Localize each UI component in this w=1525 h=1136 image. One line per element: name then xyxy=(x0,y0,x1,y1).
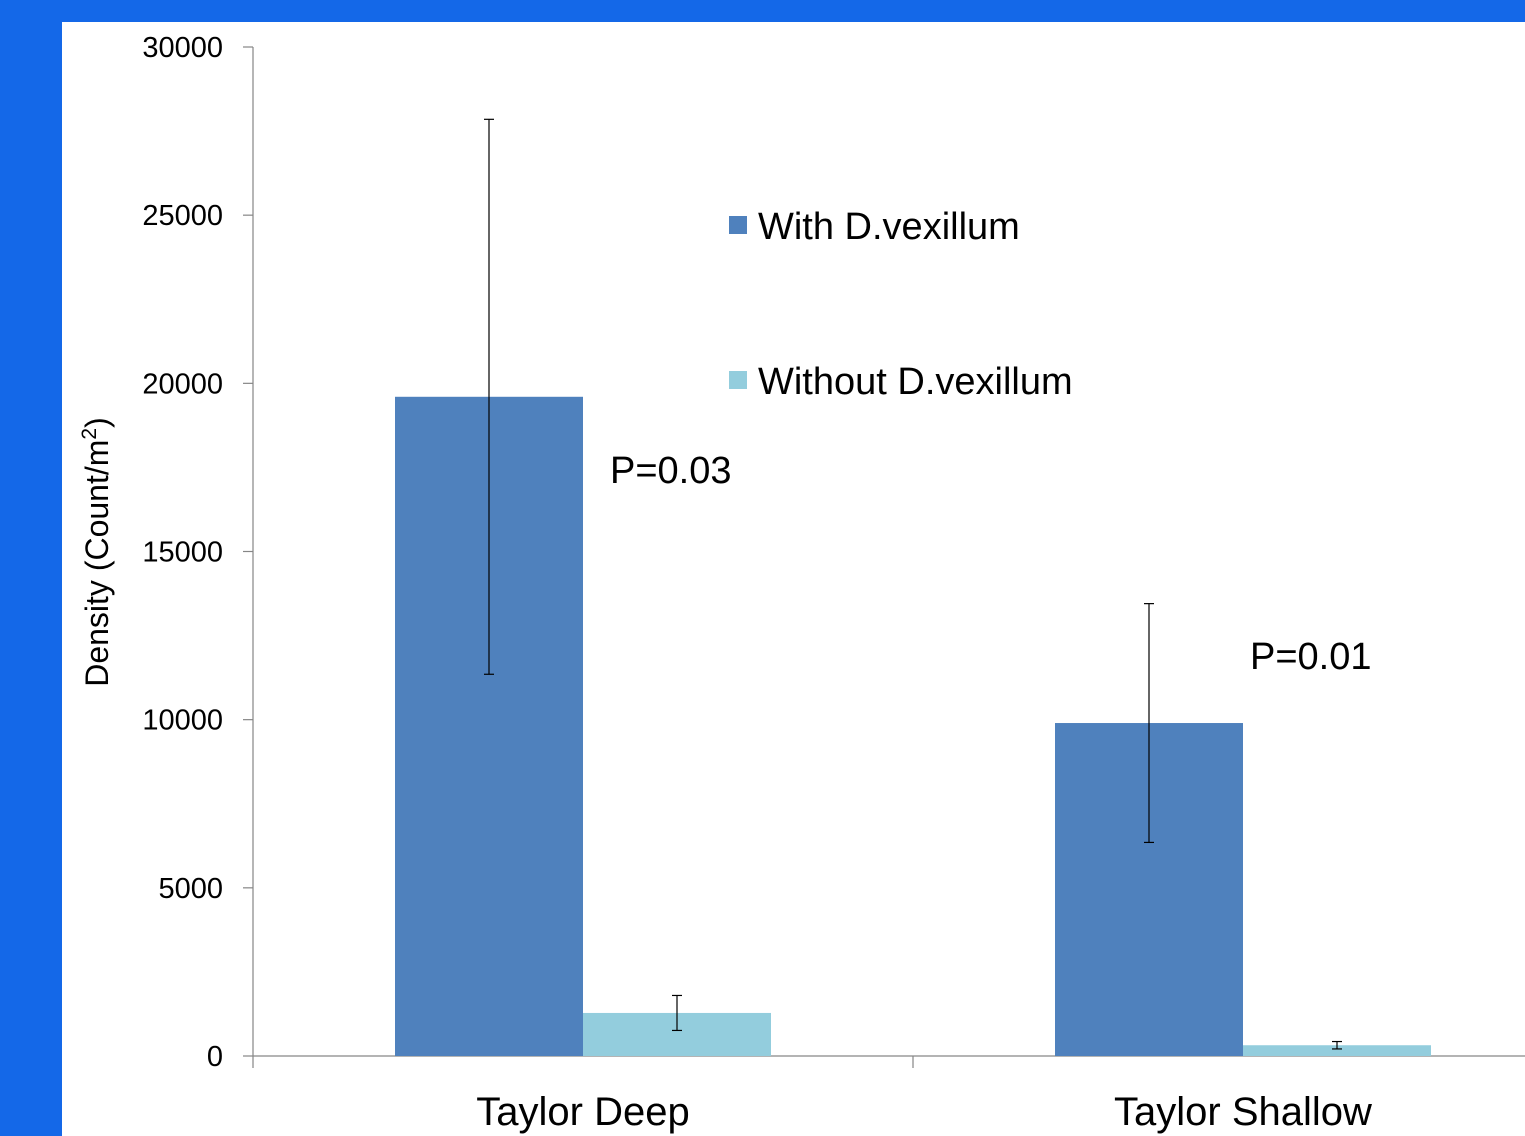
axes: 0 5000 10000 15000 20000 25000 30000 xyxy=(142,32,1525,1073)
legend: With D.vexillum Without D.vexillum xyxy=(729,206,1073,403)
error-bars xyxy=(484,118,1342,1050)
labels: Taylor Deep Taylor Shallow P=0.03 P=0.01 Den… xyxy=(78,417,1372,1134)
legend-swatch xyxy=(729,216,747,234)
y-tick-label: 20000 xyxy=(142,368,223,400)
x-category-label: Taylor Shallow xyxy=(1114,1090,1372,1134)
plot-panel xyxy=(62,22,1525,1136)
legend-label: With D.vexillum xyxy=(758,206,1020,248)
y-tick-label: 10000 xyxy=(142,705,223,737)
p-value-annotation: P=0.03 xyxy=(610,450,732,492)
y-axis-title: Density (Count/m2) xyxy=(78,417,115,687)
y-tick-label: 5000 xyxy=(158,873,223,905)
y-tick-label: 25000 xyxy=(142,200,223,232)
legend-swatch xyxy=(729,371,747,389)
x-category-label: Taylor Deep xyxy=(476,1090,689,1134)
p-value-annotation: P=0.01 xyxy=(1250,636,1372,678)
y-tick-label: 30000 xyxy=(142,32,223,64)
legend-label: Without D.vexillum xyxy=(758,361,1073,403)
y-tick-label: 0 xyxy=(207,1041,223,1073)
bar xyxy=(1243,1045,1431,1056)
y-tick-label: 15000 xyxy=(142,537,223,569)
bars xyxy=(395,396,1431,1057)
